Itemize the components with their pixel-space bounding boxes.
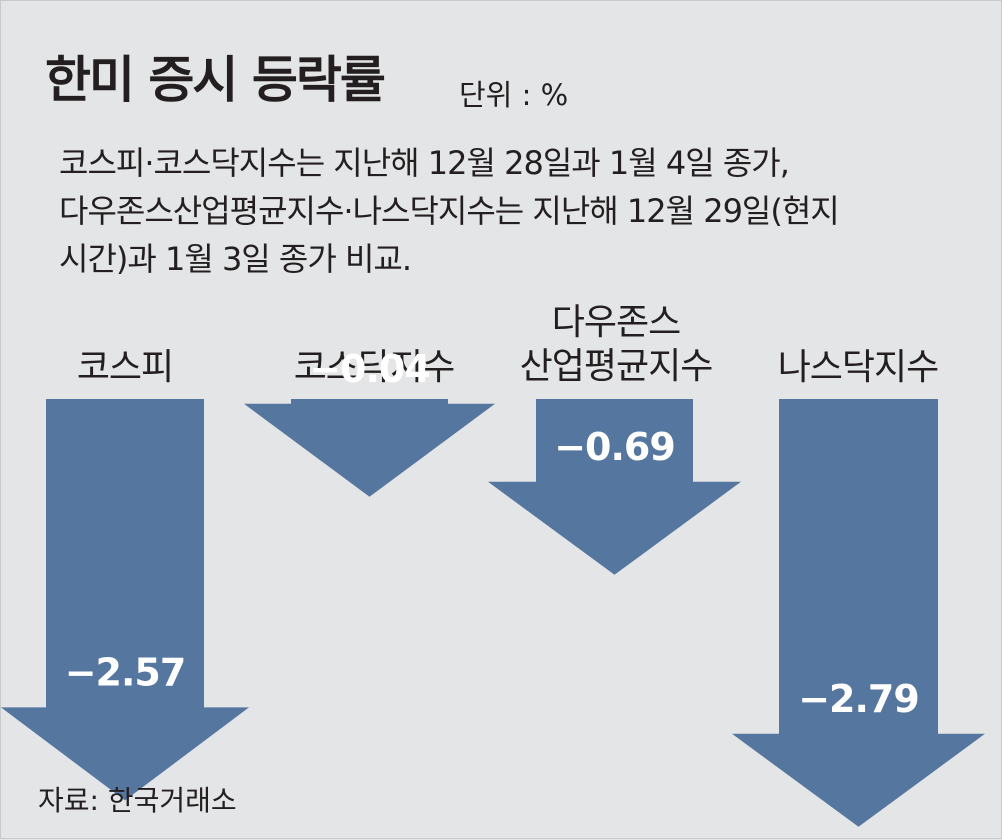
- category-label-kosdaq: 코스닥지수: [293, 347, 456, 388]
- value-label-kosdaq: −0.04: [309, 347, 430, 391]
- value-label-nasdaq: −2.79: [798, 677, 919, 721]
- category-label-dow-line1: 다우존스: [551, 302, 681, 343]
- value-label-kospi: −2.57: [65, 650, 186, 694]
- category-label-dow-line2: 산업평균지수: [519, 346, 714, 387]
- category-label-kospi: 코스피: [76, 347, 174, 388]
- source-label: 자료: 한국거래소: [38, 784, 237, 817]
- value-label-dow: −0.69: [554, 425, 675, 469]
- note-line: 다우존스산업평균지수·나스닥지수는 지난해 12월 29일(현지: [59, 192, 840, 230]
- arrow-dow: [488, 399, 741, 575]
- arrow-kosdaq: [244, 399, 495, 497]
- note-line: 코스피·코스닥지수는 지난해 12월 28일과 1월 4일 종가,: [59, 144, 790, 182]
- chart-title: 한미 증시 등락률: [45, 51, 386, 109]
- category-label-dow: 다우존스 산업평균지수: [491, 301, 741, 389]
- unit-label: 단위 : %: [459, 78, 569, 112]
- note-line: 시간)과 1월 3일 종가 비교.: [59, 240, 412, 278]
- category-label-nasdaq: 나스닥지수: [777, 347, 940, 388]
- arrow-nasdaq: [732, 399, 985, 827]
- arrow-kospi: [1, 399, 249, 801]
- chart-note: 코스피·코스닥지수는 지난해 12월 28일과 1월 4일 종가, 다우존스산업…: [59, 139, 979, 283]
